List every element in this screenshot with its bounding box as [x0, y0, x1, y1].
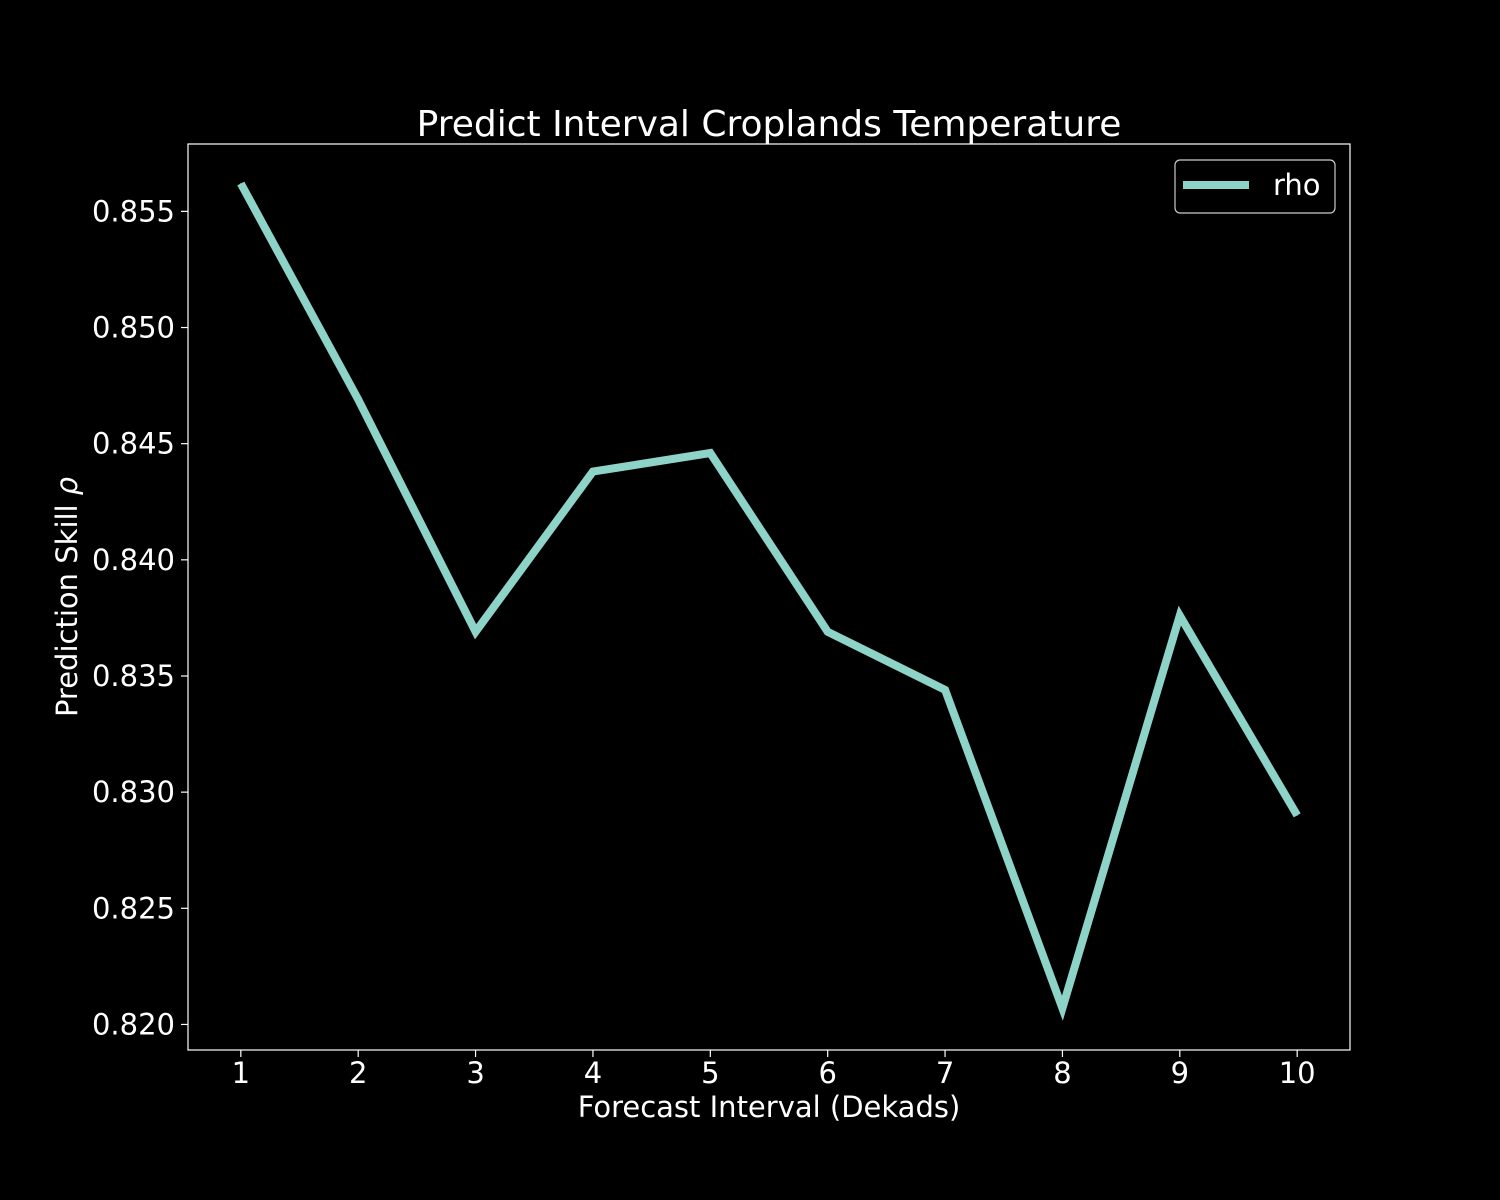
- y-tick-label: 0.840: [92, 543, 175, 577]
- x-tick-label: 5: [701, 1056, 719, 1090]
- y-tick-label: 0.850: [92, 311, 175, 345]
- legend-label-rho: rho: [1273, 168, 1321, 202]
- data-point: [944, 689, 946, 691]
- series-line-rho: [237, 181, 1301, 1021]
- plot-area: 1 2 3 4 5 6 7 8 9 10 0.8200.8250.8300.8350.8400.8…: [92, 143, 1351, 1090]
- y-axis: 0.820 0.825 0.830 0.835 0.840 0.845 0.850 0.855: [92, 194, 188, 1041]
- data-point: [1061, 1007, 1063, 1009]
- y-tick-label: 0.835: [92, 659, 175, 693]
- chart-title: Predict Interval Croplands Temperature: [417, 104, 1122, 145]
- x-tick-label: 10: [1279, 1056, 1316, 1090]
- x-tick-label: 3: [466, 1056, 484, 1090]
- y-tick-label: 0.855: [92, 194, 175, 228]
- x-tick-label: 2: [349, 1056, 367, 1090]
- data-point: [709, 452, 711, 454]
- x-axis-label: Forecast Interval (Dekads): [578, 1090, 961, 1124]
- y-tick-label: 0.820: [92, 1007, 175, 1041]
- data-point: [1179, 615, 1181, 617]
- x-tick-label: 8: [1053, 1056, 1071, 1090]
- x-axis: 1 2 3 4 5 6 7 8 9 10: [232, 1050, 1316, 1090]
- x-tick-label: 4: [584, 1056, 602, 1090]
- plot-frame: [187, 143, 1351, 1051]
- x-tick-label: 6: [818, 1056, 836, 1090]
- series-layer: [237, 181, 1301, 1021]
- data-point: [827, 631, 829, 633]
- x-tick-label: 9: [1171, 1056, 1189, 1090]
- y-tick-label: 0.845: [92, 427, 175, 461]
- y-tick-label: 0.825: [92, 891, 175, 925]
- data-point: [1296, 814, 1298, 816]
- y-axis-label: Prediction Skill ρ: [50, 476, 84, 717]
- y-axis-label-symbol: ρ: [50, 476, 84, 495]
- data-point: [475, 631, 477, 633]
- legend: rho: [1174, 159, 1336, 214]
- y-tick-label: 0.830: [92, 775, 175, 809]
- x-tick-label: 7: [936, 1056, 954, 1090]
- data-point: [592, 471, 594, 473]
- x-tick-label: 1: [232, 1056, 250, 1090]
- data-point: [240, 182, 242, 184]
- y-axis-label-text: Prediction Skill: [50, 504, 84, 717]
- legend-box: [1174, 159, 1336, 214]
- data-point: [357, 399, 359, 401]
